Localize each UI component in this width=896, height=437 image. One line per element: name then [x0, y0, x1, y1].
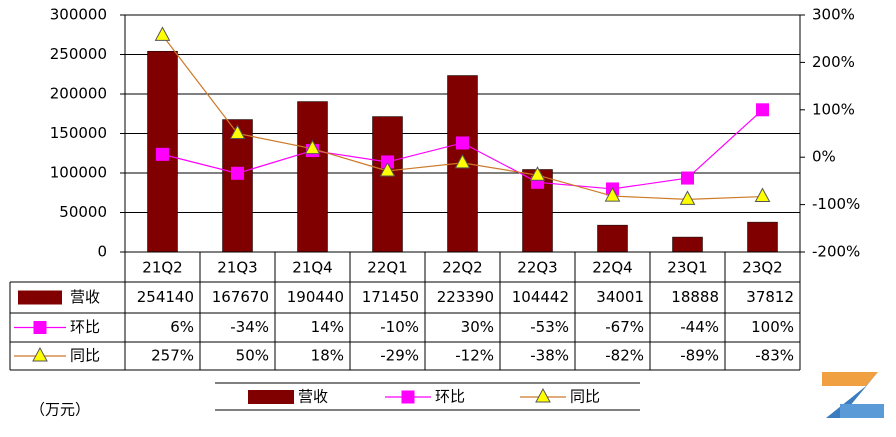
table-value: -12%	[455, 347, 494, 365]
legend-label: 同比	[70, 347, 100, 365]
y-tick-label: 250000	[50, 45, 107, 63]
point	[229, 124, 246, 139]
table-value: -10%	[380, 318, 419, 336]
logo	[822, 372, 884, 418]
legend-label: 环比	[435, 388, 465, 406]
y-tick-label: 0	[97, 243, 107, 261]
table-value: 100%	[751, 318, 794, 336]
table-value: 257%	[151, 347, 194, 365]
x-tick-label: 22Q1	[367, 259, 407, 277]
table-value: 18%	[311, 347, 344, 365]
table-value: 37812	[746, 288, 794, 306]
table-value: -67%	[605, 318, 644, 336]
point	[454, 153, 471, 169]
legend-key	[18, 290, 62, 305]
table-value: 34001	[596, 288, 644, 306]
table-value: 254140	[137, 288, 194, 306]
table-value: 171450	[362, 288, 419, 306]
unit-label: （万元）	[30, 401, 90, 419]
table-value: -44%	[680, 318, 719, 336]
point	[529, 166, 546, 181]
table-value: 190440	[287, 288, 344, 306]
legend-label: 环比	[70, 318, 100, 336]
x-tick-label: 22Q4	[592, 259, 632, 277]
y-tick-label: 150000	[50, 124, 107, 142]
table-value: 6%	[170, 318, 194, 336]
point	[681, 171, 694, 185]
bar	[297, 101, 328, 253]
table-value: -29%	[380, 347, 419, 365]
x-tick-label: 22Q2	[442, 259, 482, 277]
y2-tick-label: -100%	[812, 195, 860, 213]
point	[754, 187, 771, 203]
table-value: -89%	[680, 347, 719, 365]
point	[604, 187, 621, 202]
y-tick-label: 200000	[50, 85, 107, 103]
table-value: -53%	[530, 318, 569, 336]
point	[756, 103, 769, 117]
x-tick-label: 22Q3	[517, 259, 557, 277]
table-value: -83%	[755, 347, 794, 365]
y-tick-label: 300000	[50, 6, 107, 24]
y-tick-label: 50000	[59, 203, 107, 221]
legend-key	[248, 390, 294, 404]
table-value: -38%	[530, 347, 569, 365]
bar	[597, 224, 628, 253]
y2-tick-label: 300%	[812, 6, 855, 24]
y2-tick-label: 200%	[812, 53, 855, 71]
table-value: 167670	[212, 288, 269, 306]
point	[679, 190, 696, 205]
y2-tick-label: 0%	[812, 148, 836, 166]
table-value: 14%	[311, 318, 344, 336]
legend-key	[32, 346, 48, 362]
legend-label: 营收	[298, 388, 328, 406]
table-value: 223390	[437, 288, 494, 306]
point	[231, 166, 244, 180]
bar	[222, 119, 253, 253]
y2-tick-label: -200%	[812, 243, 860, 261]
bar	[747, 221, 778, 253]
point	[154, 26, 171, 41]
x-tick-label: 21Q3	[217, 259, 257, 277]
y2-tick-label: 100%	[812, 100, 855, 118]
table-value: 104442	[512, 288, 569, 306]
x-tick-label: 23Q1	[667, 259, 707, 277]
table-value: 18888	[671, 288, 719, 306]
table-value: -34%	[230, 318, 269, 336]
point	[304, 139, 321, 155]
legend-key	[33, 321, 47, 334]
legend-key	[401, 390, 415, 404]
legend-label: 营收	[70, 288, 100, 306]
x-tick-label: 21Q4	[292, 259, 332, 277]
legend-label: 同比	[570, 388, 600, 406]
legend-key	[535, 387, 551, 403]
table-value: -82%	[605, 347, 644, 365]
x-tick-label: 21Q2	[142, 259, 182, 277]
bar	[372, 116, 403, 253]
x-tick-label: 23Q2	[742, 259, 782, 277]
point	[156, 147, 169, 161]
table-value: 30%	[461, 318, 494, 336]
point	[456, 136, 469, 150]
point	[379, 161, 396, 177]
y-tick-label: 100000	[50, 164, 107, 182]
table-value: 50%	[236, 347, 269, 365]
bar	[672, 236, 703, 253]
